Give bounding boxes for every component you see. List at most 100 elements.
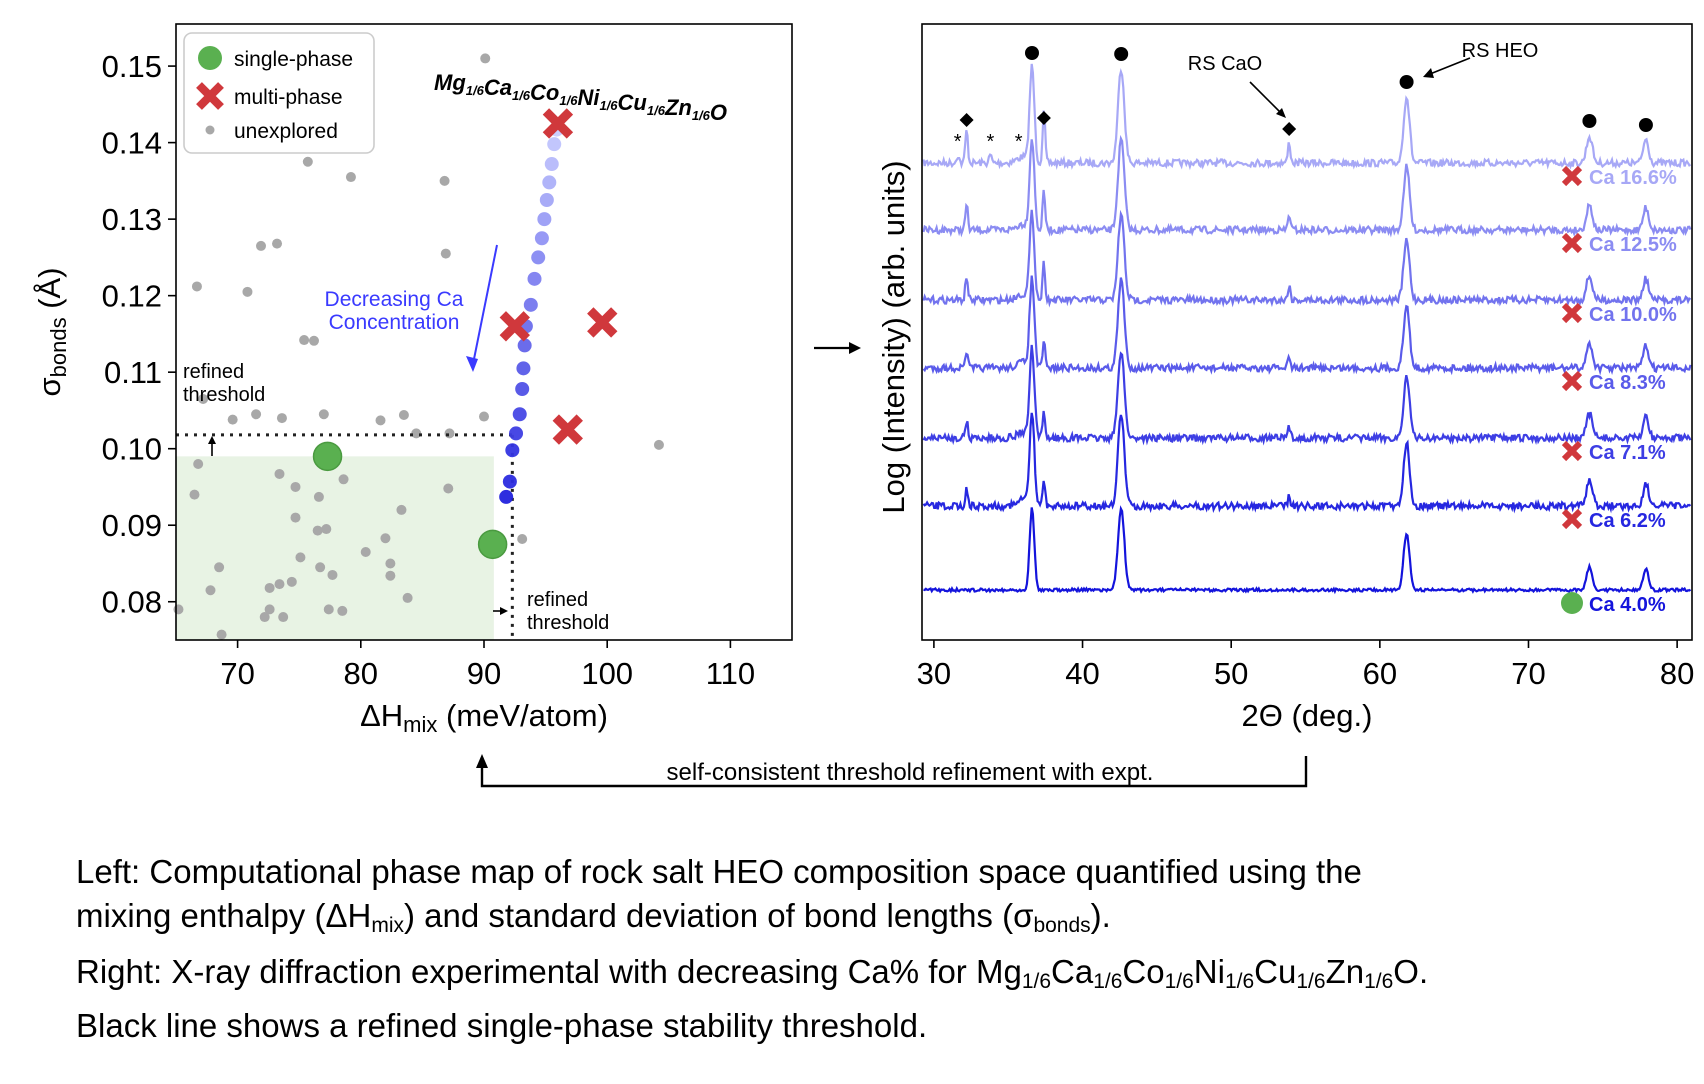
formula-subscript: 1/6	[466, 83, 485, 98]
unexplored-point	[302, 156, 313, 167]
formula-element: O	[710, 100, 727, 125]
y-tick-label: 0.14	[102, 126, 162, 161]
formula-element: Ca	[484, 75, 512, 100]
unexplored-point	[480, 53, 491, 64]
caption-line-2-a: mixing enthalpy (ΔH	[76, 897, 372, 934]
y-tick-label: 0.12	[102, 279, 162, 314]
ca-trajectory-point	[527, 271, 542, 286]
formula-subscript: 1/6	[692, 108, 711, 123]
unexplored-point	[299, 335, 310, 346]
x-tick-label: 80	[344, 656, 378, 691]
ca-trajectory-point	[516, 361, 531, 376]
annotation-rs-cao-arrowhead	[1276, 108, 1286, 118]
bracket-arrowhead	[476, 754, 488, 768]
right-plot-frame	[921, 23, 1693, 641]
ca-trajectory-point	[512, 407, 527, 422]
unexplored-point	[274, 468, 285, 479]
ca-trajectory-point	[505, 443, 520, 458]
sigma-threshold-arrowhead	[208, 436, 216, 444]
caption-formula-element: Zn	[1325, 953, 1365, 990]
unexplored-point	[295, 552, 306, 563]
unexplored-point	[380, 533, 391, 544]
ca-trajectory-point	[502, 474, 517, 489]
annotation-rs-cao: RS CaO	[1188, 53, 1262, 75]
unexplored-point	[189, 489, 200, 500]
unexplored-point	[191, 281, 202, 292]
series-label: Ca 10.0%	[1589, 304, 1677, 326]
xrd-trace	[922, 63, 1692, 171]
legend-unexplored-marker	[205, 125, 215, 135]
unexplored-point	[323, 604, 334, 615]
xrd-trace-group: Ca 7.1%	[922, 344, 1692, 464]
y-tick-label: 0.08	[102, 585, 162, 620]
ca-trajectory-point	[547, 137, 562, 152]
formula-element: Cu	[618, 90, 648, 115]
unexplored-point	[338, 474, 349, 485]
unexplored-point	[256, 240, 267, 251]
single-phase-point	[312, 441, 343, 472]
annotation-rs-cao-arrow	[1249, 81, 1283, 115]
ca-trajectory-point	[523, 297, 538, 312]
unexplored-point	[274, 579, 285, 590]
arrow-label-line1: Decreasing Ca	[325, 288, 464, 311]
caption-formula-sub: 1/6	[1364, 970, 1394, 993]
x-axis-label: 2Θ (deg.)	[1242, 698, 1373, 733]
x-tick-label: 50	[1214, 656, 1248, 691]
heo-peak-marker	[1114, 47, 1129, 61]
caption-formula-sub: 1/6	[1296, 970, 1326, 993]
x-axis-label-unit: (meV/atom)	[437, 698, 608, 733]
unexplored-point	[321, 524, 332, 535]
dh-threshold-arrowhead	[500, 607, 508, 615]
y-axis-label-sub: bonds	[46, 317, 71, 377]
between-plots-arrowhead	[849, 342, 861, 354]
series-label: Ca 8.3%	[1589, 372, 1666, 394]
bracket-line	[480, 756, 1308, 788]
unexplored-point	[272, 238, 283, 249]
unexplored-point	[345, 172, 356, 183]
xrd-trace-group: Ca 6.2%	[922, 412, 1692, 532]
cao-peak-marker	[1036, 111, 1051, 125]
unexplored-point	[315, 562, 326, 573]
unexplored-point	[286, 576, 297, 587]
figure-canvas: 70 80 90 100 110 0.08 0.09 0.10 0.11 0.12 0.13 0.14…	[32, 23, 1694, 788]
unexplored-point	[313, 491, 324, 502]
xrd-trace	[922, 344, 1692, 446]
series-multi-phase-marker	[1561, 302, 1583, 324]
unexplored-point	[479, 411, 489, 422]
ca-trajectory-point	[539, 193, 554, 207]
dh-threshold-label-1: refined	[527, 589, 588, 611]
legend-label: unexplored	[234, 120, 338, 143]
unexplored-point	[173, 604, 184, 615]
single-phase-region	[176, 456, 494, 640]
multi-phase-point	[499, 311, 530, 342]
cao-peak-marker	[959, 113, 974, 127]
legend-label: single-phase	[234, 48, 353, 71]
phase-map-chart: 70 80 90 100 110 0.08 0.09 0.10 0.11 0.12 0.13 0.14…	[32, 23, 793, 737]
formula-subscript: 1/6	[512, 88, 531, 103]
formula-subscript: 1/6	[599, 98, 618, 113]
unexplored-point	[308, 335, 319, 346]
caption-line-2-sub-bonds: bonds	[1033, 914, 1091, 937]
formula-element: Zn	[664, 95, 692, 120]
x-axis-label: ΔHmix (meV/atom)	[360, 698, 608, 737]
arrow-label-line2: Concentration	[329, 311, 460, 334]
unexplored-point	[242, 286, 253, 297]
unexplored-point	[276, 413, 287, 424]
unexplored-point	[411, 428, 422, 439]
heo-peak-marker	[1582, 114, 1597, 128]
caption-line-3-formula: 1/6Ca1/6Co1/6Ni1/6Cu1/6Zn1/6O.	[1022, 953, 1428, 993]
single-phase-point	[477, 529, 508, 560]
caption-line-1-text: Left: Computational phase map of rock sa…	[76, 853, 1362, 890]
y-axis-label: Log (Intensity) (arb. units)	[876, 160, 911, 513]
ca-trajectory-point	[509, 426, 524, 441]
caption-line-1: Left: Computational phase map of rock sa…	[76, 852, 1362, 892]
unexplored-point	[290, 512, 301, 523]
unexplored-point	[278, 612, 289, 623]
ca-trajectory-point	[542, 175, 557, 190]
multi-phase-point	[587, 307, 618, 338]
series-label: Ca 6.2%	[1589, 510, 1666, 532]
annotation-rs-heo: RS HEO	[1462, 40, 1539, 62]
xrd-trace-group: Ca 8.3%	[922, 275, 1692, 394]
heo-peak-marker	[1399, 75, 1414, 89]
legend-box	[183, 32, 375, 154]
